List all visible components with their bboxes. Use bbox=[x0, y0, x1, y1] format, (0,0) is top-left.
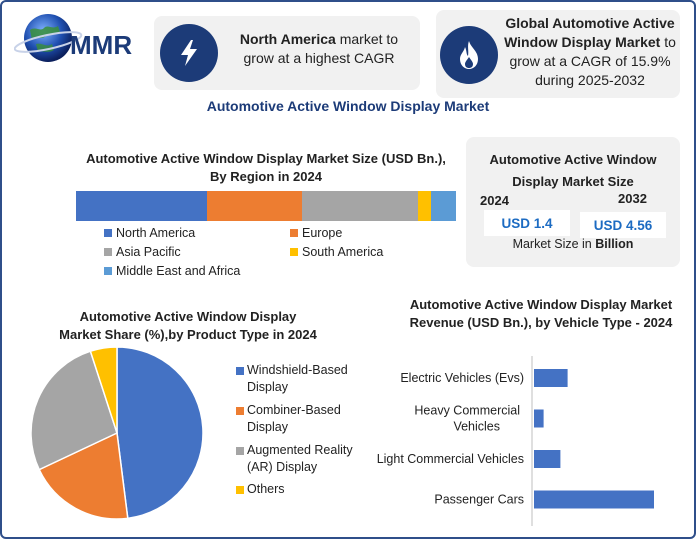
region-stacked-bar bbox=[76, 191, 456, 221]
region-segment-asia-pacific bbox=[302, 191, 418, 221]
region-segment-north-america bbox=[76, 191, 207, 221]
legend-swatch bbox=[104, 267, 112, 275]
main-title: Automotive Active Window Display Market bbox=[206, 98, 490, 114]
pie-slice-0 bbox=[116, 346, 204, 520]
region-segment-europe bbox=[206, 191, 303, 221]
vehicle-chart-title: Automotive Active Window Display Market … bbox=[409, 297, 673, 330]
legend-swatch bbox=[290, 229, 298, 237]
global-cagr-text: Global Automotive Active Window Display … bbox=[502, 14, 678, 90]
legend-swatch bbox=[236, 447, 244, 455]
vehicle-bar-2 bbox=[534, 450, 561, 468]
global-cagr-bold: Global Automotive Active Window Display … bbox=[504, 15, 675, 50]
global-cagr-rest: to grow at a CAGR of 15.9% during 2025-2… bbox=[509, 34, 676, 88]
region-legend-label: South America bbox=[302, 245, 384, 259]
legend-swatch bbox=[236, 486, 244, 494]
pie-chart-title: Automotive Active Window Display Market … bbox=[59, 309, 317, 342]
north-america-bold: North America bbox=[239, 31, 336, 47]
vehicle-bar-0 bbox=[534, 369, 568, 387]
region-chart-title: Automotive Active Window Display Market … bbox=[86, 151, 446, 184]
vehicle-type-bar-chart: Electric Vehicles (Evs) Heavy Commercial V… bbox=[377, 356, 654, 526]
region-legend-label: Europe bbox=[302, 226, 343, 240]
mmr-logo: MMR bbox=[13, 8, 144, 68]
market-size-value-2024: USD 1.4 bbox=[484, 210, 570, 236]
pie-legend-item: Windshield-Based Display bbox=[236, 362, 366, 396]
market-size-unit-prefix: Market Size in bbox=[512, 237, 596, 251]
vehicle-category-label: Light Commercial Vehicles bbox=[377, 452, 524, 466]
global-cagr-card: Global Automotive Active Window Display … bbox=[436, 10, 680, 98]
pie-legend-label: Windshield-Based Display bbox=[247, 363, 348, 394]
north-america-rest: market to grow at a highest CAGR bbox=[243, 31, 399, 66]
region-legend-label: Asia Pacific bbox=[116, 245, 181, 259]
pie-slice-2 bbox=[30, 350, 118, 471]
pie-legend-item: Augmented Reality (AR) Display bbox=[236, 442, 366, 476]
region-segment-middle-east-and-africa bbox=[431, 191, 456, 221]
legend-swatch bbox=[236, 407, 244, 415]
market-size-year-2032: 2032 bbox=[618, 191, 647, 206]
market-size-unit-bold: Billion bbox=[595, 237, 634, 251]
region-segment-south-america bbox=[417, 191, 432, 221]
pie-legend-item: Others bbox=[236, 481, 366, 498]
pie-slice-3 bbox=[89, 346, 118, 434]
legend-swatch bbox=[236, 367, 244, 375]
pie-legend-label: Augmented Reality (AR) Display bbox=[247, 443, 353, 474]
pie-legend-label: Combiner-Based Display bbox=[247, 403, 341, 434]
pie-slice-1 bbox=[38, 431, 129, 520]
vehicle-bar-1 bbox=[534, 409, 544, 428]
market-size-unit: Market Size in Billion bbox=[466, 237, 680, 251]
pie-legend-item: Combiner-Based Display bbox=[236, 402, 366, 436]
region-legend-item: Asia Pacific bbox=[104, 245, 181, 259]
north-america-text: North America market to grow at a highes… bbox=[226, 30, 412, 68]
lightning-icon bbox=[160, 24, 218, 82]
vehicle-category-label: Heavy Commercial Vehicles bbox=[414, 404, 520, 434]
legend-swatch bbox=[104, 229, 112, 237]
market-size-value-2032: USD 4.56 bbox=[580, 212, 666, 238]
market-size-title: Automotive Active Window Display Market … bbox=[489, 152, 657, 189]
region-legend-item: South America bbox=[290, 245, 383, 259]
vehicle-category-label: Electric Vehicles (Evs) bbox=[400, 371, 524, 385]
legend-swatch bbox=[104, 248, 112, 256]
globe-logo-icon: MMR bbox=[13, 14, 132, 62]
region-legend-item: Europe bbox=[290, 226, 342, 240]
market-size-year-2024: 2024 bbox=[480, 193, 509, 208]
pie-legend-label: Others bbox=[247, 482, 285, 496]
product-type-pie-chart bbox=[30, 346, 204, 520]
legend-swatch bbox=[290, 248, 298, 256]
market-size-card: Automotive Active Window Display Market … bbox=[466, 137, 680, 267]
logo-text: MMR bbox=[70, 30, 132, 60]
flame-icon bbox=[440, 26, 498, 84]
vehicle-bar-3 bbox=[534, 490, 654, 509]
region-legend-label: North America bbox=[116, 226, 196, 240]
region-legend-label: Middle East and Africa bbox=[116, 264, 241, 278]
north-america-card: North America market to grow at a highes… bbox=[154, 16, 420, 90]
region-legend-item: North America bbox=[104, 226, 195, 240]
region-legend-item: Middle East and Africa bbox=[104, 264, 240, 278]
vehicle-category-label: Passenger Cars bbox=[434, 493, 524, 507]
